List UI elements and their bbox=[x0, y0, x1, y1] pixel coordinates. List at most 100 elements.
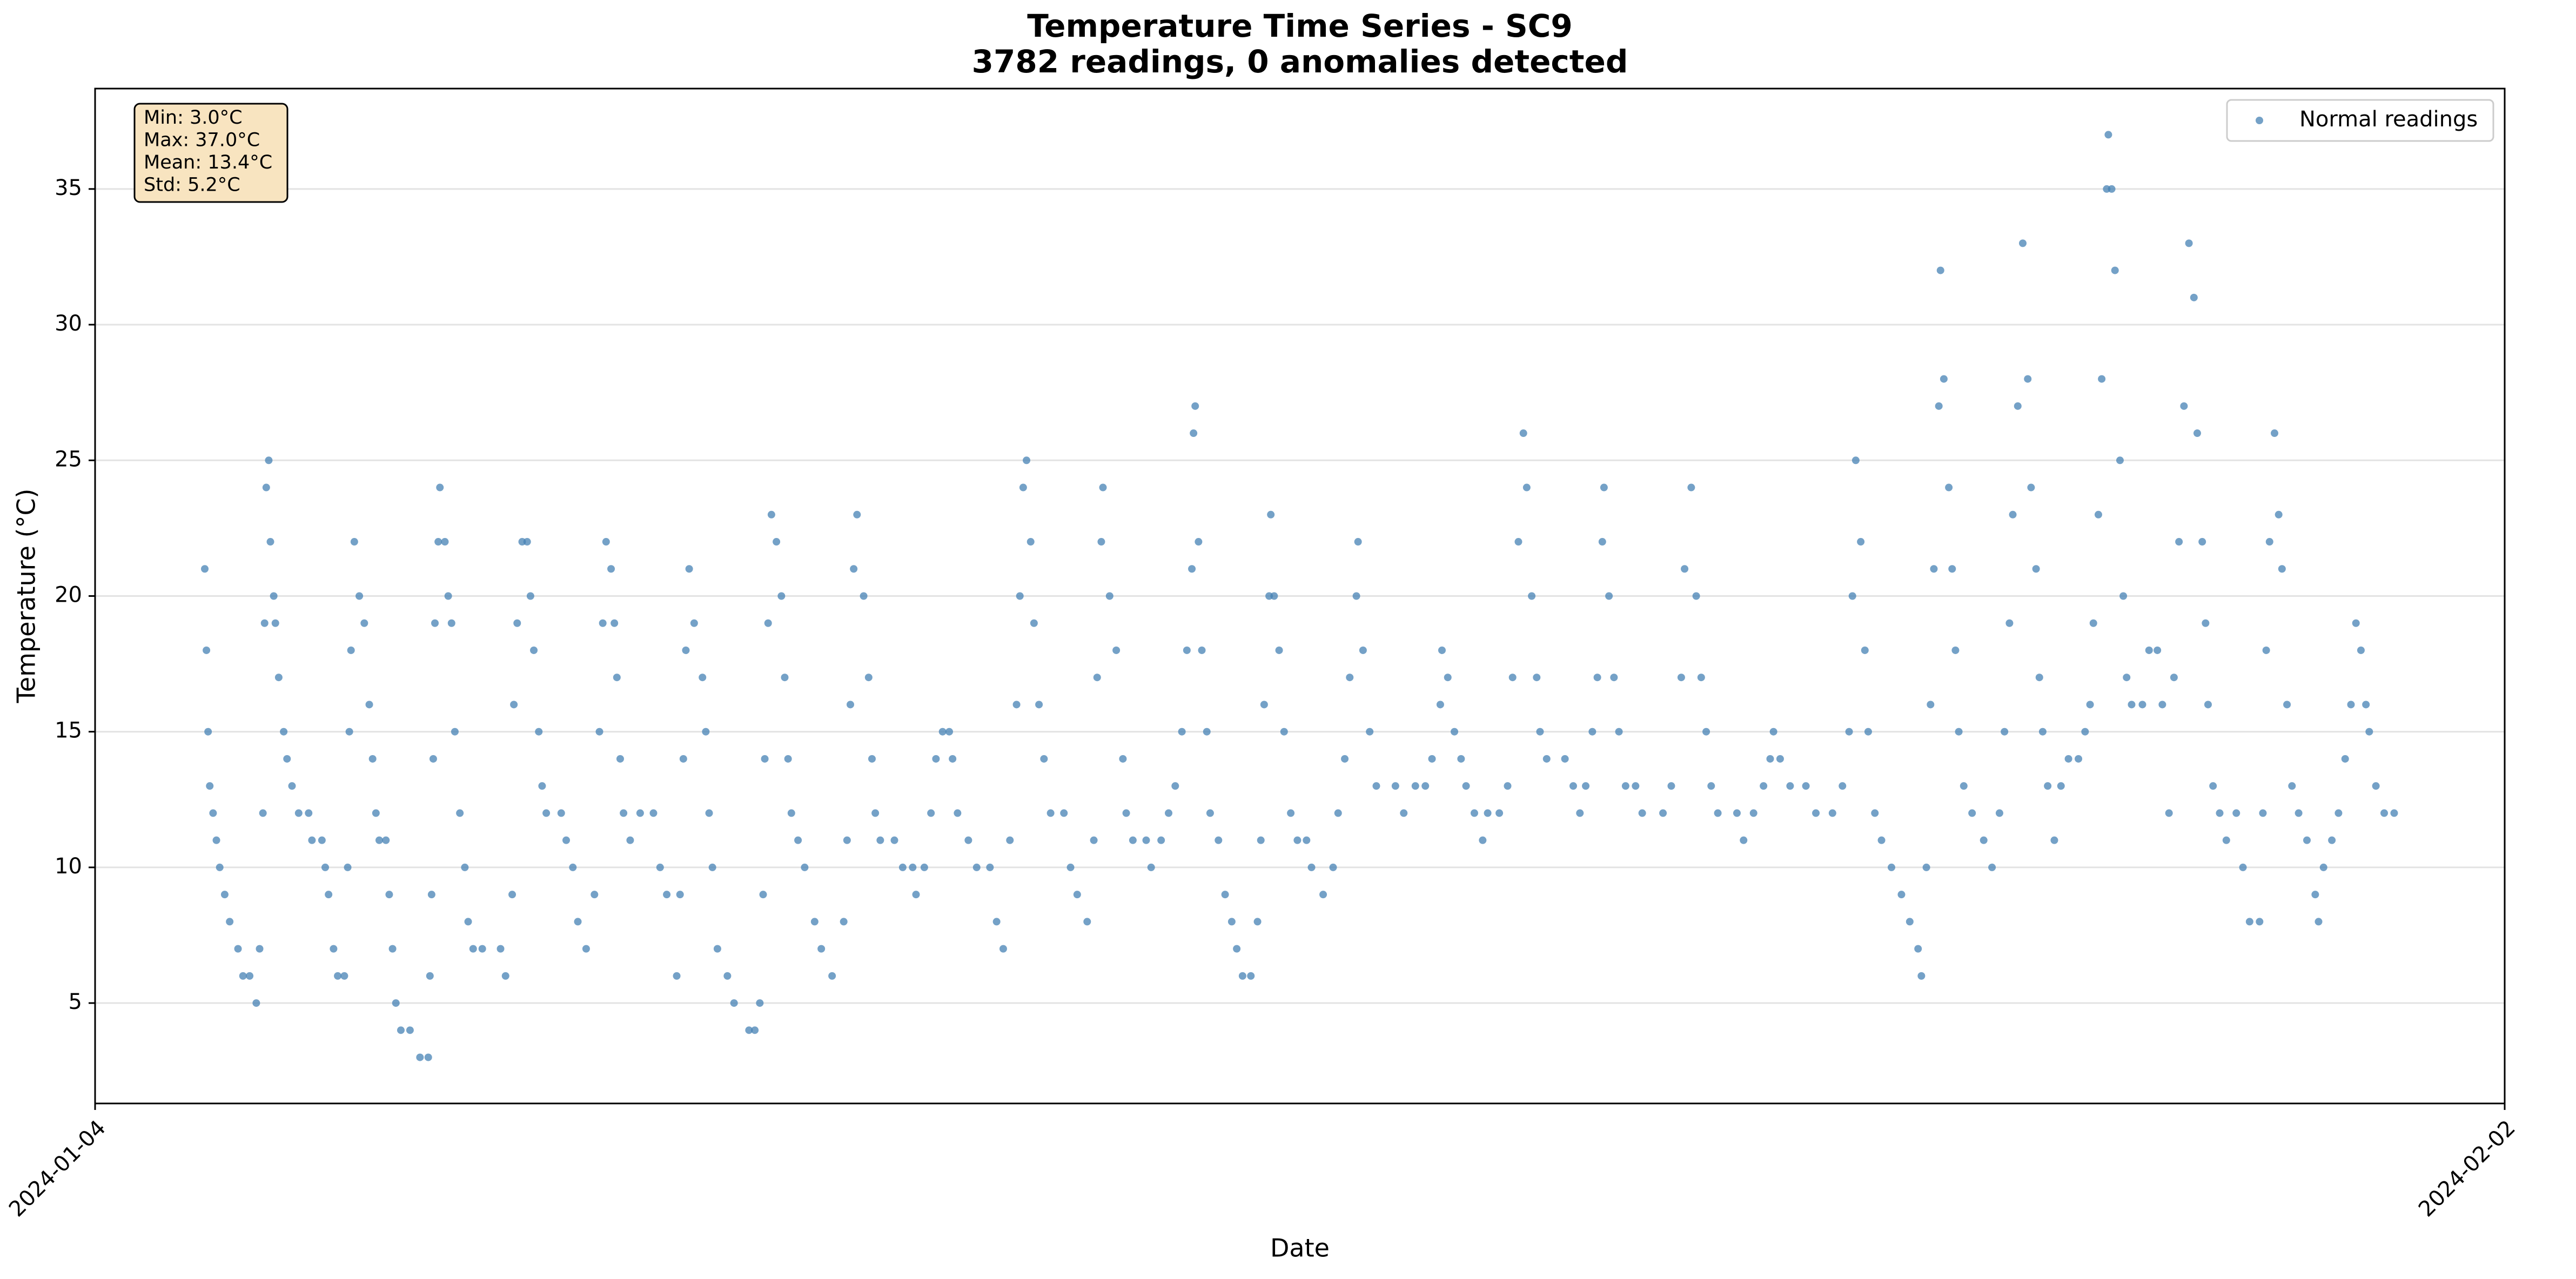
data-point bbox=[270, 592, 278, 600]
data-point bbox=[626, 836, 634, 844]
data-point bbox=[1012, 701, 1021, 709]
data-point bbox=[2239, 863, 2247, 871]
data-point bbox=[1632, 782, 1640, 790]
data-point bbox=[501, 972, 509, 980]
data-point bbox=[992, 918, 1001, 926]
data-point bbox=[510, 701, 518, 709]
data-point bbox=[321, 863, 330, 871]
data-point bbox=[392, 999, 400, 1007]
data-point bbox=[2032, 565, 2040, 573]
data-point bbox=[2390, 809, 2398, 817]
data-point bbox=[986, 863, 994, 871]
data-point bbox=[745, 1026, 753, 1034]
data-point bbox=[1848, 592, 1856, 600]
data-point bbox=[397, 1026, 405, 1034]
data-point bbox=[1740, 836, 1748, 844]
data-point bbox=[1749, 809, 1757, 817]
data-point bbox=[2116, 456, 2124, 465]
data-point bbox=[1852, 456, 1860, 465]
data-point bbox=[1968, 809, 1976, 817]
data-point bbox=[2222, 836, 2230, 844]
data-point bbox=[2372, 782, 2380, 790]
data-point bbox=[1006, 836, 1014, 844]
data-point bbox=[2347, 701, 2355, 709]
data-point bbox=[1183, 646, 1191, 654]
chart-subtitle: 3782 readings, 0 anomalies detected bbox=[972, 43, 1628, 80]
data-point bbox=[355, 592, 364, 600]
data-point bbox=[1198, 646, 1206, 654]
data-point bbox=[2319, 863, 2327, 871]
data-point bbox=[372, 809, 380, 817]
data-point bbox=[1569, 782, 1577, 790]
data-point bbox=[206, 782, 214, 790]
data-point bbox=[345, 728, 353, 736]
data-point bbox=[2086, 701, 2094, 709]
data-point bbox=[1027, 538, 1035, 546]
data-point bbox=[2075, 755, 2083, 763]
data-point bbox=[574, 918, 582, 926]
data-point bbox=[663, 891, 671, 899]
data-point bbox=[751, 1026, 759, 1034]
data-point bbox=[1215, 836, 1223, 844]
data-point bbox=[1366, 728, 1374, 736]
data-point bbox=[1066, 863, 1075, 871]
data-point bbox=[308, 836, 316, 844]
data-point bbox=[526, 592, 534, 600]
data-point bbox=[2044, 782, 2052, 790]
data-point bbox=[1227, 918, 1236, 926]
data-point bbox=[562, 836, 571, 844]
data-point bbox=[898, 863, 907, 871]
data-point bbox=[2202, 619, 2210, 627]
data-point bbox=[1582, 782, 1590, 790]
data-point bbox=[1257, 836, 1265, 844]
data-point bbox=[447, 619, 455, 627]
data-point bbox=[330, 945, 338, 953]
data-point bbox=[2185, 239, 2193, 247]
data-point bbox=[2158, 701, 2166, 709]
data-point bbox=[424, 1053, 432, 1061]
data-point bbox=[1142, 836, 1150, 844]
data-point bbox=[938, 728, 947, 736]
data-point bbox=[2283, 701, 2291, 709]
data-point bbox=[382, 836, 390, 844]
data-point bbox=[2111, 266, 2119, 274]
data-point bbox=[756, 999, 764, 1007]
data-point bbox=[2328, 836, 2336, 844]
data-point bbox=[2108, 185, 2116, 193]
data-point bbox=[1451, 728, 1459, 736]
data-point bbox=[2193, 429, 2201, 437]
data-point bbox=[406, 1026, 414, 1034]
data-point bbox=[1484, 809, 1492, 817]
data-point bbox=[1221, 891, 1229, 899]
data-point bbox=[2005, 619, 2014, 627]
stats-line: Max: 37.0°C bbox=[144, 130, 260, 151]
data-point bbox=[1871, 809, 1879, 817]
data-point bbox=[682, 646, 690, 654]
data-point bbox=[259, 809, 267, 817]
data-point bbox=[523, 538, 531, 546]
data-point bbox=[1528, 592, 1536, 600]
points bbox=[201, 131, 2398, 1061]
data-point bbox=[591, 891, 599, 899]
data-point bbox=[365, 701, 373, 709]
data-point bbox=[513, 619, 521, 627]
y-tick-label: 5 bbox=[69, 989, 82, 1014]
data-point bbox=[1514, 538, 1522, 546]
data-point bbox=[456, 809, 464, 817]
data-point bbox=[764, 619, 772, 627]
data-point bbox=[787, 809, 795, 817]
data-point bbox=[673, 972, 681, 980]
data-point bbox=[288, 782, 296, 790]
data-point bbox=[2315, 918, 2323, 926]
data-point bbox=[1354, 538, 1362, 546]
data-point bbox=[1677, 674, 1685, 682]
data-point bbox=[1576, 809, 1584, 817]
data-point bbox=[1206, 809, 1214, 817]
data-point bbox=[340, 972, 348, 980]
data-point bbox=[1897, 891, 1906, 899]
data-point bbox=[569, 863, 577, 871]
data-point bbox=[909, 863, 917, 871]
data-point bbox=[274, 674, 283, 682]
